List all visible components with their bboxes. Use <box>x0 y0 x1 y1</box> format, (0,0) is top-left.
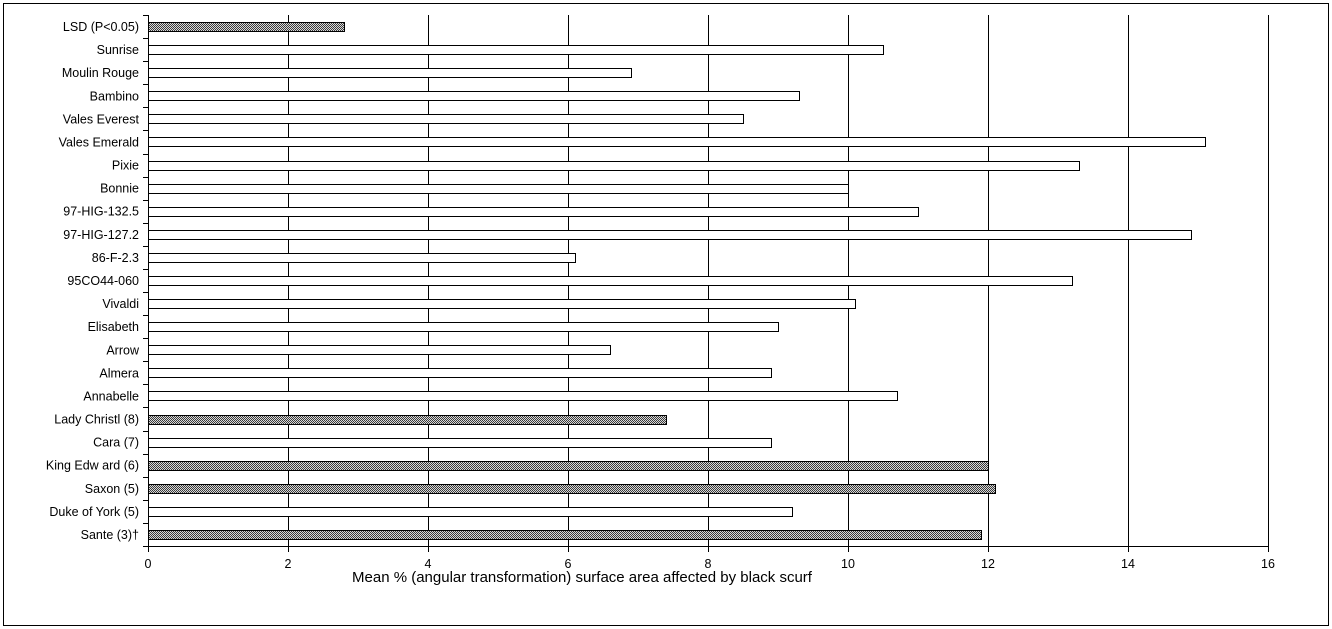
bar-14 <box>148 345 611 355</box>
bar-15 <box>148 368 772 378</box>
bar-7 <box>148 184 849 194</box>
x-tick-label-6: 12 <box>981 557 995 571</box>
category-label-13: Elisabeth <box>88 320 139 334</box>
bar-22 <box>148 530 982 540</box>
x-tick-label-7: 14 <box>1121 557 1135 571</box>
bar-19 <box>148 461 989 471</box>
axes <box>143 15 1269 552</box>
category-label-18: Cara (7) <box>93 436 139 450</box>
bar-5 <box>148 137 1206 147</box>
x-tick-label-5: 10 <box>841 557 855 571</box>
bar-11 <box>148 276 1073 286</box>
category-label-14: Arrow <box>106 343 140 357</box>
x-tick-label-0: 0 <box>145 557 152 571</box>
category-label-9: 97-HIG-127.2 <box>63 228 139 242</box>
category-label-6: Pixie <box>112 159 139 173</box>
x-tick-label-2: 4 <box>425 557 432 571</box>
bar-6 <box>148 161 1080 171</box>
chart-frame: LSD (P<0.05) Sunrise Moulin Rouge Bambino Va… <box>3 3 1329 626</box>
category-label-21: Duke of York (5) <box>49 505 139 519</box>
bar-10 <box>148 253 576 263</box>
bar-3 <box>148 91 800 101</box>
category-label-12: Vivaldi <box>102 297 139 311</box>
bar-0 <box>148 22 345 32</box>
category-label-16: Annabelle <box>83 389 139 403</box>
bar-9 <box>148 230 1192 240</box>
category-label-2: Moulin Rouge <box>62 66 139 80</box>
x-tick-label-8: 16 <box>1261 557 1275 571</box>
category-labels: LSD (P<0.05) Sunrise Moulin Rouge Bambino Va… <box>46 20 140 542</box>
x-axis-title: Mean % (angular transformation) surface … <box>352 569 813 586</box>
category-label-19: King Edw ard (6) <box>46 459 139 473</box>
x-tick-labels: 0 2 4 6 8 10 12 14 16 <box>145 557 1275 571</box>
category-label-22: Sante (3)† <box>81 528 139 542</box>
bar-17 <box>148 415 667 425</box>
bar-4 <box>148 114 744 124</box>
category-label-4: Vales Everest <box>63 112 140 126</box>
bar-8 <box>148 207 919 217</box>
category-label-7: Bonnie <box>100 182 139 196</box>
category-label-11: 95CO44-060 <box>67 274 139 288</box>
category-label-17: Lady Christl (8) <box>54 413 139 427</box>
bar-21 <box>148 507 793 517</box>
category-label-1: Sunrise <box>97 43 139 57</box>
x-tick-label-4: 8 <box>705 557 712 571</box>
bar-12 <box>148 299 856 309</box>
x-tick-label-3: 6 <box>565 557 572 571</box>
bar-16 <box>148 391 898 401</box>
category-label-20: Saxon (5) <box>85 482 139 496</box>
category-label-3: Bambino <box>90 89 139 103</box>
category-label-5: Vales Emerald <box>59 135 139 149</box>
bar-20 <box>148 484 996 494</box>
bar-chart: LSD (P<0.05) Sunrise Moulin Rouge Bambino Va… <box>46 15 1275 586</box>
category-label-0: LSD (P<0.05) <box>63 20 139 34</box>
category-label-10: 86-F-2.3 <box>92 251 139 265</box>
category-label-8: 97-HIG-132.5 <box>63 205 139 219</box>
bar-2 <box>148 68 632 78</box>
bar-1 <box>148 45 884 55</box>
bars <box>148 22 1206 540</box>
x-tick-label-1: 2 <box>285 557 292 571</box>
bar-18 <box>148 438 772 448</box>
bar-13 <box>148 322 779 332</box>
category-label-15: Almera <box>99 366 139 380</box>
